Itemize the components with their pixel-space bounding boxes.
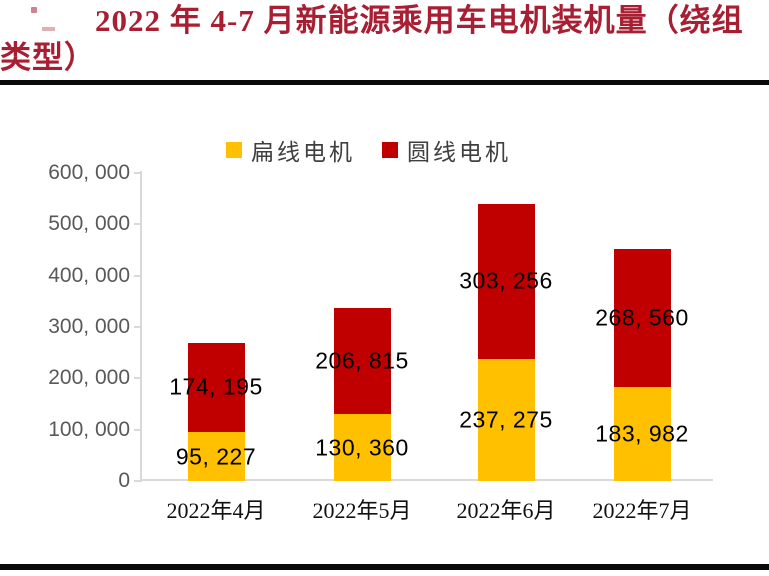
bar-segment-round-wire [613,248,671,387]
x-axis-line [140,479,713,481]
y-tick-label: 0 [118,469,130,492]
bar-segment-flat-wire [613,386,671,481]
bar-value-label: 174, 195 [169,373,263,400]
bar-segment-round-wire [333,307,391,415]
y-tick-label: 200, 000 [48,366,130,390]
bar-segment-round-wire [187,342,245,433]
y-tick-label: 100, 000 [48,417,130,441]
y-axis-tick [134,428,141,431]
cropped-text-artifact [31,7,37,13]
legend-item-round-wire: 圆线电机 [382,133,511,167]
bar-segment-flat-wire [477,359,535,481]
x-axis-label: 2022年5月 [312,498,412,523]
legend-label: 圆线电机 [407,140,511,165]
y-axis-tick [134,223,141,226]
y-axis-tick [134,377,141,380]
x-axis-label: 2022年6月 [456,498,556,523]
y-axis-line [140,171,142,482]
title-divider-line [0,80,769,85]
y-tick-label: 500, 000 [48,212,130,236]
bar-value-label: 237, 275 [459,406,553,433]
chart-legend: 扁线电机 圆线电机 [226,133,511,167]
bar-value-label: 130, 360 [315,434,409,461]
y-tick-label: 400, 000 [48,263,130,287]
bar-value-label: 303, 256 [459,267,553,294]
legend-swatch-icon [226,142,242,158]
x-axis-label: 2022年7月 [592,498,692,523]
bottom-divider-line [0,564,769,570]
bar-segment-flat-wire [333,414,391,481]
cropped-text-artifact [42,27,55,31]
y-axis-tick [134,326,141,328]
x-axis-label: 2022年4月 [166,498,266,523]
y-axis-tick [134,172,141,174]
y-axis-tick [134,480,141,482]
y-axis-tick [134,274,141,277]
chart-title: 2022 年 4-7 月新能源乘用车电机装机量（绕组类型） [0,3,744,75]
bar-value-label: 95, 227 [175,443,257,470]
legend-swatch-icon [382,142,398,158]
legend-label: 扁线电机 [251,140,355,165]
bar-value-label: 183, 982 [595,420,689,447]
legend-item-flat-wire: 扁线电机 [226,133,355,167]
bar-value-label: 206, 815 [315,347,409,374]
bar-segment-flat-wire [187,432,245,481]
bar-value-label: 268, 560 [595,304,689,331]
y-tick-label: 300, 000 [48,315,130,338]
y-tick-label: 600, 000 [48,161,130,184]
bar-segment-round-wire [477,203,535,360]
